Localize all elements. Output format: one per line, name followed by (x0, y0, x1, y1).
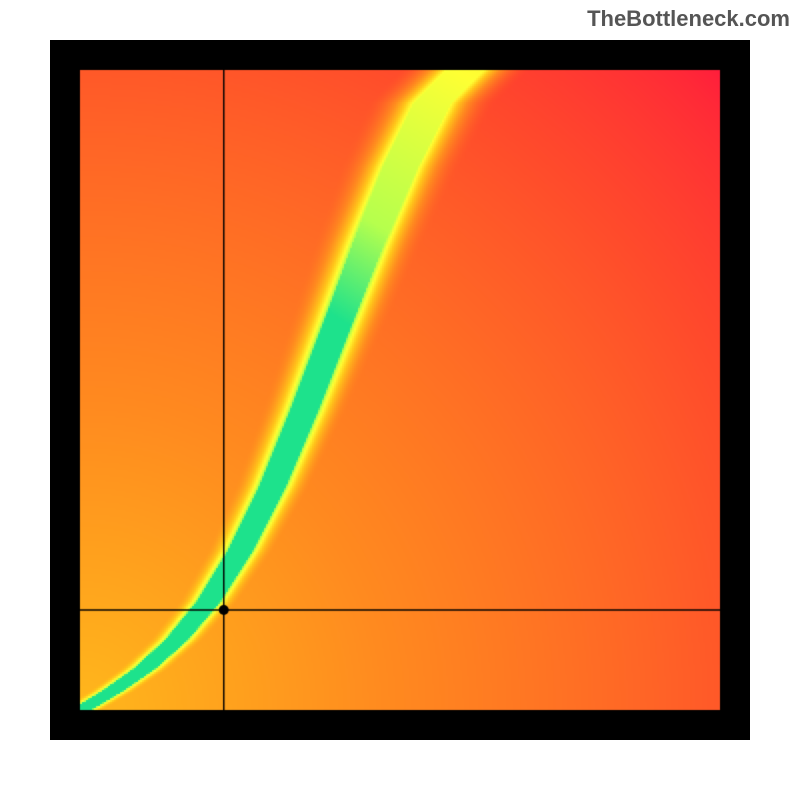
chart-container: TheBottleneck.com (0, 0, 800, 800)
watermark-text: TheBottleneck.com (587, 6, 790, 32)
heatmap-canvas (50, 40, 750, 740)
heatmap-plot (50, 40, 750, 740)
